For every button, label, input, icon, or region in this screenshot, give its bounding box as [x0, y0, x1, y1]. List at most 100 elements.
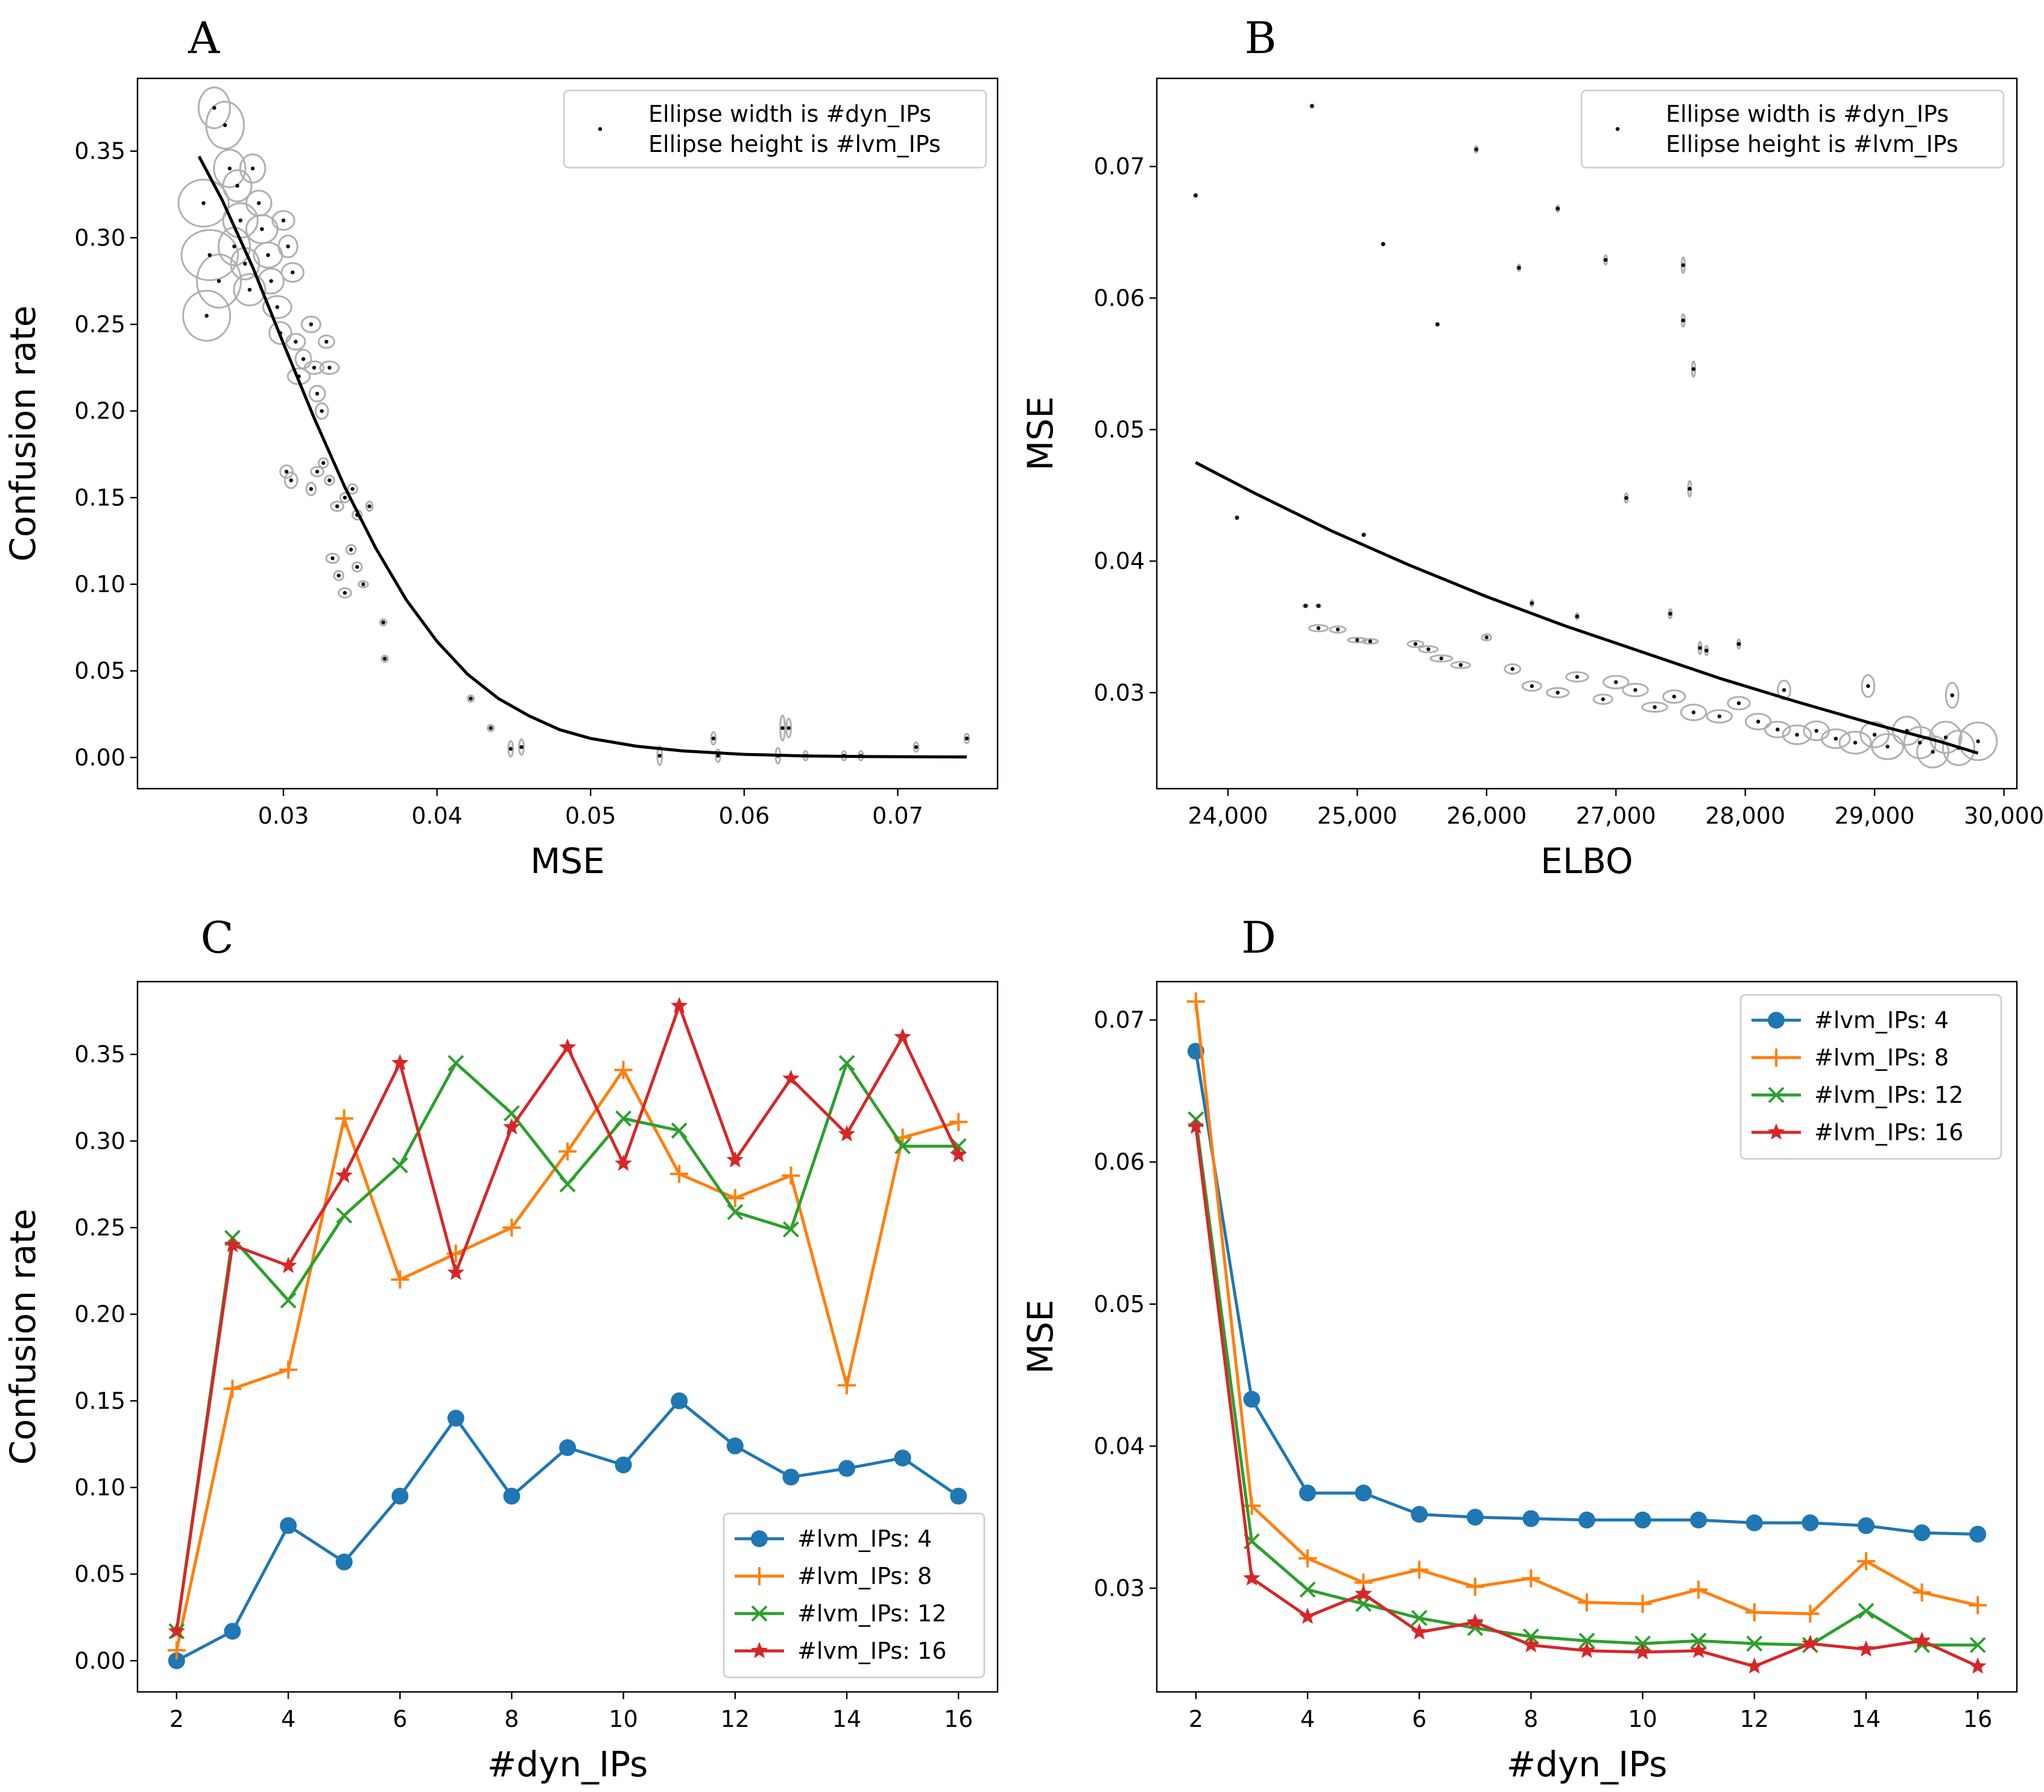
series-marker-C-2	[559, 1176, 576, 1193]
data-point-B	[1601, 697, 1606, 701]
ellipse-B	[1942, 730, 1976, 766]
data-point-B	[1691, 367, 1696, 371]
ellipse-A	[177, 178, 230, 228]
data-point-A	[320, 409, 324, 413]
data-point-A	[508, 746, 513, 751]
x-tick-label-C: 2	[169, 1706, 184, 1732]
ellipse-A	[196, 253, 242, 309]
data-point-A	[321, 461, 326, 465]
data-point-B	[1917, 740, 1922, 745]
series-marker-D-1	[1633, 1594, 1652, 1613]
series-marker-D-0	[1411, 1506, 1428, 1523]
series-marker-C-0	[838, 1460, 855, 1477]
series-marker-C-3	[894, 1027, 911, 1045]
y-tick-label-C: 0.35	[74, 1041, 125, 1068]
data-point-B	[1756, 719, 1761, 724]
data-point-B	[1474, 147, 1478, 151]
data-point-A	[315, 391, 320, 396]
ellipse-B	[1958, 721, 1998, 762]
data-point-B	[1691, 710, 1696, 715]
plot-area-C	[167, 997, 968, 1670]
ellipse-A	[285, 333, 306, 351]
series-marker-D-1	[1578, 1593, 1596, 1612]
x-tick-label-A: 0.05	[565, 803, 616, 829]
legend-marker-D-0	[1768, 1012, 1785, 1029]
data-point-A	[331, 556, 335, 561]
ellipse-A	[518, 738, 525, 756]
data-point-A	[281, 218, 286, 222]
plot-frame-B	[1156, 77, 2018, 790]
series-marker-C-2	[336, 1207, 353, 1224]
data-point-A	[343, 496, 347, 500]
series-marker-D-1	[1466, 1577, 1484, 1596]
ellipse-A	[324, 475, 335, 486]
series-marker-D-3	[1355, 1585, 1372, 1601]
ellipse-A	[303, 360, 324, 375]
ellipse-B	[1944, 681, 1960, 709]
data-point-B	[1381, 242, 1385, 247]
series-marker-D-1	[1913, 1583, 1931, 1602]
data-point-B	[1853, 740, 1858, 745]
series-marker-C-1	[670, 1164, 689, 1183]
data-point-B	[1834, 736, 1838, 741]
data-point-A	[964, 736, 969, 740]
ellipse-B	[1565, 671, 1589, 683]
x-tick-label-A: 0.07	[872, 803, 923, 829]
ellipse-B	[1308, 624, 1329, 633]
series-marker-C-0	[224, 1623, 241, 1640]
series-marker-D-1	[1689, 1580, 1708, 1599]
x-tick-label-D: 12	[1740, 1706, 1769, 1732]
series-marker-C-3	[168, 1622, 186, 1639]
series-marker-D-3	[1466, 1613, 1484, 1630]
ellipse-A	[330, 500, 344, 512]
series-marker-D-0	[1913, 1524, 1931, 1542]
y-tick-label-B: 0.04	[1093, 548, 1145, 575]
series-marker-D-0	[1690, 1511, 1707, 1529]
legend-box-D	[1739, 994, 2002, 1160]
series-marker-C-3	[391, 1054, 409, 1071]
legend-entry-D-2: #lvm_IPs: 12	[1814, 1082, 1963, 1108]
series-marker-C-0	[950, 1488, 967, 1505]
series-marker-D-1	[1522, 1569, 1540, 1588]
ellipse-A	[507, 740, 514, 758]
legend-marker-D-2	[1768, 1087, 1785, 1103]
ellipse-A	[182, 289, 232, 342]
ellipse-A	[308, 385, 326, 403]
data-point-A	[337, 573, 341, 578]
series-marker-D-1	[1299, 1549, 1317, 1568]
data-point-B	[1517, 265, 1521, 270]
ellipse-A	[351, 561, 363, 573]
series-marker-C-0	[447, 1410, 464, 1427]
series-marker-C-0	[168, 1652, 185, 1670]
series-marker-C-2	[838, 1055, 855, 1071]
series-marker-D-0	[1355, 1484, 1372, 1502]
ellipse-B	[1820, 728, 1851, 749]
series-marker-C-2	[448, 1055, 464, 1071]
ellipse-B	[1481, 633, 1493, 642]
ellipse-A	[317, 457, 329, 469]
series-marker-C-2	[727, 1204, 744, 1220]
series-marker-D-2	[1858, 1603, 1875, 1620]
series-marker-D-0	[1634, 1511, 1651, 1529]
data-point-A	[235, 183, 239, 188]
series-marker-D-3	[1969, 1657, 1987, 1674]
data-point-A	[361, 582, 365, 587]
series-marker-C-0	[503, 1488, 520, 1505]
ellipse-B	[1916, 735, 1950, 769]
data-point-A	[343, 591, 347, 595]
data-point-B	[1530, 601, 1534, 605]
series-marker-D-2	[1690, 1632, 1707, 1649]
legend-entry-B: Ellipse height is #lvm_IPs	[1666, 131, 1958, 157]
y-tick-label-C: 0.15	[74, 1387, 125, 1414]
series-marker-C-1	[279, 1360, 298, 1379]
plot-area-D	[1186, 992, 1987, 1674]
series-marker-D-3	[1522, 1636, 1540, 1653]
legend-marker-C-0	[751, 1530, 768, 1547]
series-marker-C-3	[838, 1125, 856, 1141]
legend-marker-B	[1615, 127, 1620, 131]
y-axis-label-B: MSE	[1020, 396, 1061, 471]
ellipse-A	[358, 580, 369, 588]
ellipse-A	[365, 500, 374, 512]
